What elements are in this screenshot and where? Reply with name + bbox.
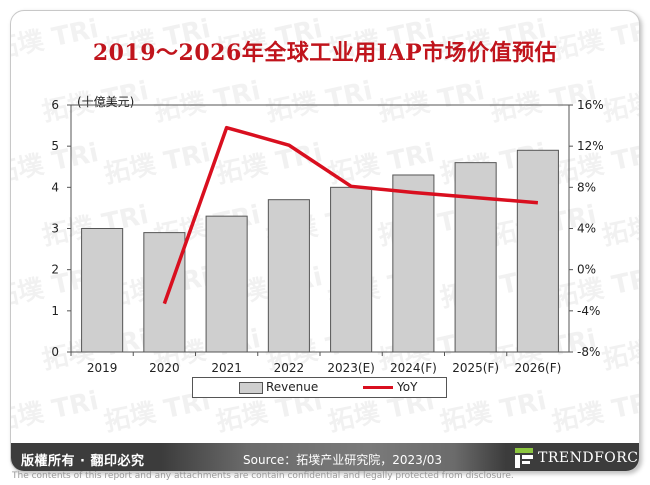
x-axis-tick-label: 2024(F) xyxy=(390,361,437,375)
revenue-bar xyxy=(267,199,310,353)
left-axis-tick-label: 6 xyxy=(51,98,59,112)
left-axis-tick-label: 1 xyxy=(51,304,59,318)
x-axis-tick-label: 2025(F) xyxy=(452,361,499,375)
x-axis-tick-label: 2019 xyxy=(87,361,118,375)
x-axis-tick-label: 2022 xyxy=(274,361,305,375)
legend-revenue-label: Revenue xyxy=(266,380,319,394)
right-axis-tick-label: 4% xyxy=(577,222,596,236)
left-axis-tick-label: 4 xyxy=(51,180,59,194)
revenue-bar xyxy=(516,149,559,353)
left-axis-tick-label: 0 xyxy=(51,345,59,359)
trendforce-logo-icon xyxy=(515,448,533,468)
report-card: 拓墣 TRi 拓墣 TRi 拓墣 TRi 拓墣 TRi 拓墣 TRi 拓墣 TRi 拓墣 T… xyxy=(10,10,640,472)
right-axis-tick-label: -4% xyxy=(577,304,600,318)
disclaimer-text: The contents of this report and any atta… xyxy=(12,471,514,481)
trendforce-logo-text: TRENDFORCE xyxy=(538,450,640,466)
legend: Revenue YoY xyxy=(192,377,447,398)
revenue-bar xyxy=(392,174,435,353)
revenue-bar xyxy=(143,232,186,353)
right-axis-tick-label: 16% xyxy=(577,98,604,112)
x-axis-tick-label: 2021 xyxy=(211,361,242,375)
x-axis-tick-label: 2023(E) xyxy=(327,361,374,375)
footer-gradient xyxy=(161,443,506,471)
footer-bar: 版權所有 · 翻印必究 Source：拓墣产业研究院，2023/03 TREND… xyxy=(11,443,640,471)
copyright-notice: 版權所有 · 翻印必究 xyxy=(21,454,145,469)
revenue-bar xyxy=(81,228,124,353)
left-axis-tick-label: 3 xyxy=(51,222,59,236)
chart-title: 2019～2026年全球工业用IAP市场价值预估 xyxy=(92,40,558,66)
chart-plot: 0 1 2 3 4 5 6 -8% -4% 0% 4% 8% 12% 16% 2019 2020 2021 202… xyxy=(51,98,604,375)
legend-yoy-label: YoY xyxy=(397,380,418,394)
source-text: Source：拓墣产业研究院，2023/03 xyxy=(243,453,443,467)
right-axis-tick-label: -8% xyxy=(577,345,600,359)
revenue-bar xyxy=(454,162,497,353)
right-axis-tick-label: 8% xyxy=(577,180,596,194)
x-axis-tick-label: 2020 xyxy=(149,361,180,375)
legend-yoy-swatch xyxy=(363,386,393,389)
revenue-bar xyxy=(330,186,373,353)
right-axis-tick-label: 12% xyxy=(577,139,604,153)
legend-revenue-swatch xyxy=(239,382,263,394)
revenue-bar xyxy=(205,215,248,353)
left-axis-tick-label: 2 xyxy=(51,263,59,277)
left-axis-tick-label: 5 xyxy=(51,139,59,153)
x-axis-tick-label: 2026(F) xyxy=(514,361,561,375)
right-axis-tick-label: 0% xyxy=(577,263,596,277)
